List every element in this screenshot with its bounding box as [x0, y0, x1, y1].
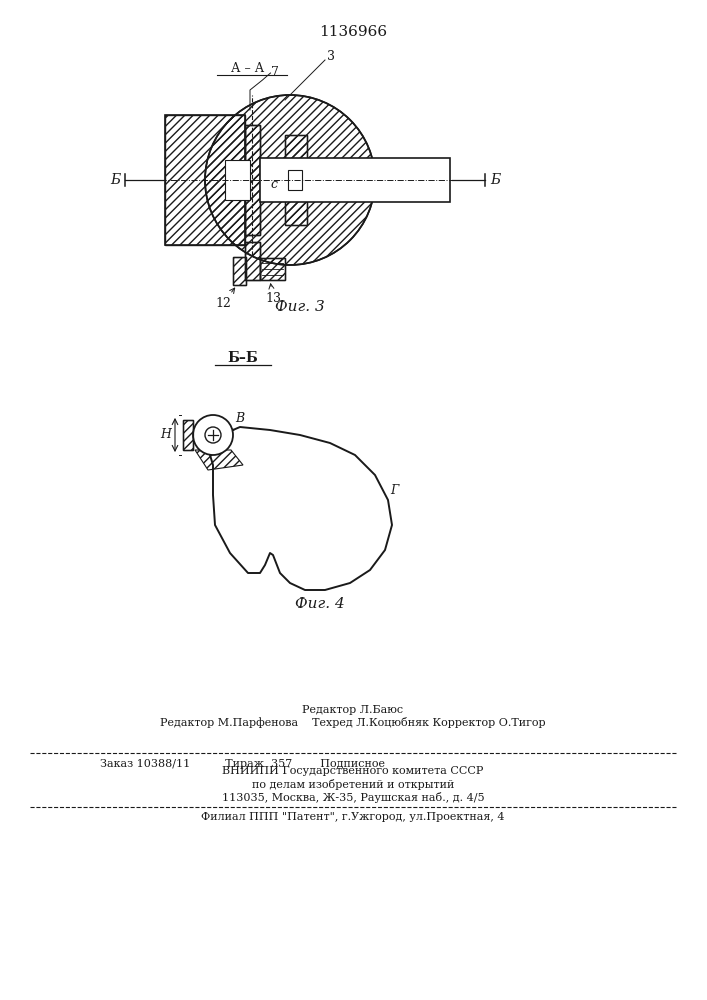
Bar [260, 158, 450, 202]
Text: В: В [235, 412, 244, 425]
Bar [245, 125, 260, 235]
Bar [233, 257, 246, 285]
Bar [183, 420, 193, 450]
Text: Б: Б [110, 173, 120, 187]
Bar [285, 135, 307, 165]
Text: Н: Н [160, 428, 171, 442]
Text: 1136966: 1136966 [319, 25, 387, 39]
Text: по делам изобретений и открытий: по делам изобретений и открытий [252, 779, 454, 790]
Text: Б–Б: Б–Б [228, 351, 258, 365]
Bar [183, 420, 193, 450]
Text: с: с [270, 178, 277, 192]
Bar [165, 115, 245, 245]
Text: Фиг. 3: Фиг. 3 [275, 300, 325, 314]
Text: 13: 13 [265, 284, 281, 305]
Text: Редактор М.Парфенова    Техред Л.Коцюбняк Корректор О.Тигор: Редактор М.Парфенова Техред Л.Коцюбняк К… [160, 717, 546, 728]
Bar [285, 135, 307, 165]
Bar [245, 242, 260, 280]
Circle shape [193, 415, 233, 455]
Bar [260, 258, 285, 280]
Bar [245, 125, 260, 235]
Text: Фиг. 4: Фиг. 4 [295, 597, 345, 611]
Text: ВНИИПИ Государственного комитета СССР: ВНИИПИ Государственного комитета СССР [222, 766, 484, 776]
Text: 113035, Москва, Ж-35, Раушская наб., д. 4/5: 113035, Москва, Ж-35, Раушская наб., д. … [222, 792, 484, 803]
Text: Редактор Л.Баюс: Редактор Л.Баюс [303, 705, 404, 715]
Bar [285, 195, 307, 225]
Text: Заказ 10388/11          Тираж  357        Подписное: Заказ 10388/11 Тираж 357 Подписное [100, 759, 385, 769]
Bar [225, 160, 250, 200]
Bar [288, 170, 302, 190]
Bar [285, 195, 307, 225]
Bar [165, 115, 245, 245]
Text: Г: Г [390, 484, 398, 496]
Text: 3: 3 [327, 50, 335, 64]
Bar [233, 257, 246, 285]
Bar [260, 258, 285, 280]
Text: 7: 7 [271, 66, 279, 80]
Bar [245, 242, 260, 280]
Text: 12: 12 [215, 288, 235, 310]
Text: Б: Б [490, 173, 501, 187]
Text: Филиал ППП "Патент", г.Ужгород, ул.Проектная, 4: Филиал ППП "Патент", г.Ужгород, ул.Проек… [201, 812, 505, 822]
Polygon shape [207, 427, 392, 590]
Bar [288, 170, 302, 190]
Circle shape [205, 427, 221, 443]
Text: А – А: А – А [231, 62, 264, 75]
